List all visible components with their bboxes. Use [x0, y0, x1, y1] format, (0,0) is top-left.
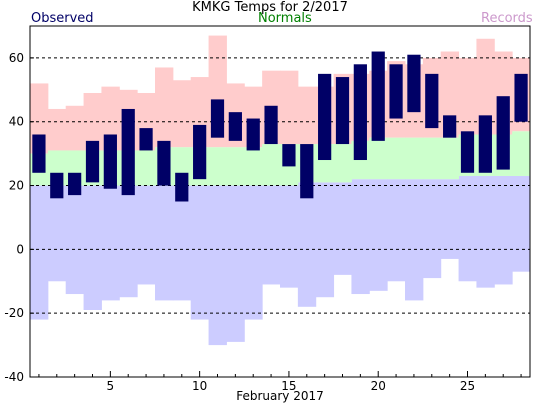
record-low-bar	[190, 185, 210, 320]
observed-bars	[32, 51, 528, 202]
record-low-bar	[119, 185, 138, 298]
normal-bar	[244, 147, 263, 186]
observed-bar	[193, 124, 207, 180]
observed-bar	[300, 144, 314, 199]
records-bars	[30, 35, 531, 346]
y-tick-label: 40	[9, 115, 24, 129]
observed-bar	[425, 73, 439, 129]
observed-bar	[157, 140, 171, 186]
x-tick-label: 15	[281, 379, 296, 393]
observed-bar	[407, 54, 421, 113]
observed-bar	[318, 73, 332, 161]
observed-bar	[389, 64, 403, 119]
record-low-bar	[512, 175, 531, 272]
observed-bar	[514, 73, 528, 122]
record-low-bar	[351, 179, 370, 295]
observed-bar	[103, 134, 117, 189]
record-low-bar	[262, 185, 281, 285]
observed-bar	[496, 96, 510, 170]
record-low-bar	[244, 185, 263, 320]
record-low-bar	[494, 175, 513, 285]
x-axis-label: February 2017	[236, 389, 324, 403]
observed-bar	[228, 112, 242, 141]
record-high-bar	[65, 105, 85, 151]
y-tick-label: -40	[4, 370, 24, 384]
record-low-bar	[172, 185, 192, 301]
observed-bar	[353, 64, 367, 161]
record-low-bar	[440, 179, 460, 259]
chart-title: KMKG Temps for 2/2017	[192, 0, 348, 15]
observed-bar	[246, 118, 260, 151]
record-low-bar	[476, 175, 495, 288]
y-tick-label: 20	[9, 179, 24, 193]
normal-bar	[262, 144, 281, 186]
record-high-bar	[155, 67, 174, 148]
record-low-bar	[280, 185, 299, 288]
record-high-bar	[476, 38, 495, 135]
record-low-bar	[315, 182, 335, 298]
axis-ticks: 60 40 20 0 -20 -40 5 10 15 20 25	[4, 51, 522, 393]
observed-bar	[68, 172, 82, 196]
observed-bar	[478, 115, 492, 173]
record-high-bar	[47, 108, 67, 151]
record-low-bar	[387, 179, 406, 282]
observed-bar	[443, 115, 457, 138]
record-low-bar	[333, 182, 352, 275]
record-low-bar	[47, 185, 67, 282]
normal-bar	[369, 137, 388, 180]
observed-bar	[335, 77, 350, 145]
record-low-bar	[208, 185, 227, 346]
record-low-bar	[30, 185, 49, 320]
record-low-bar	[101, 185, 120, 301]
x-tick-label: 10	[192, 379, 207, 393]
normal-bar	[512, 131, 531, 176]
normal-bar	[440, 137, 460, 180]
normal-bar	[208, 147, 227, 186]
record-high-bar	[172, 80, 192, 148]
y-tick-label: -20	[4, 306, 24, 320]
observed-bar	[282, 144, 296, 167]
normal-bar	[333, 144, 352, 183]
record-low-bar	[458, 175, 477, 282]
observed-bar	[371, 51, 385, 141]
legend-records: Records	[481, 11, 533, 26]
x-tick-label: 25	[460, 379, 475, 393]
record-low-bar	[422, 179, 442, 279]
record-high-bar	[297, 86, 317, 145]
record-high-bar	[280, 70, 299, 145]
normal-bar	[422, 137, 442, 180]
observed-bar	[121, 108, 135, 196]
normal-bar	[137, 150, 156, 186]
record-low-bar	[226, 185, 245, 342]
legend-normals: Normals	[258, 11, 312, 26]
observed-bar	[460, 131, 475, 173]
x-tick-label: 5	[107, 379, 115, 393]
y-tick-label: 60	[9, 51, 24, 65]
record-low-bar	[65, 185, 85, 295]
record-low-bar	[297, 182, 317, 307]
plot-frame	[29, 25, 531, 378]
normal-bar	[387, 137, 406, 180]
observed-bar	[32, 134, 46, 173]
record-low-bar	[405, 179, 424, 301]
x-tick-label: 20	[371, 379, 386, 393]
record-low-bar	[83, 185, 102, 310]
record-low-bar	[137, 185, 156, 285]
normal-bar	[405, 137, 424, 180]
record-high-bar	[458, 57, 477, 135]
normal-bar	[226, 147, 245, 186]
record-low-bar	[369, 179, 388, 291]
record-low-bar	[155, 185, 174, 301]
legend-observed: Observed	[31, 11, 94, 26]
observed-bar	[210, 99, 225, 138]
observed-bar	[175, 172, 189, 202]
observed-bar	[85, 140, 100, 183]
observed-bar	[50, 172, 64, 199]
y-tick-label: 0	[16, 242, 24, 256]
observed-bar	[139, 128, 153, 151]
observed-bar	[264, 105, 278, 145]
